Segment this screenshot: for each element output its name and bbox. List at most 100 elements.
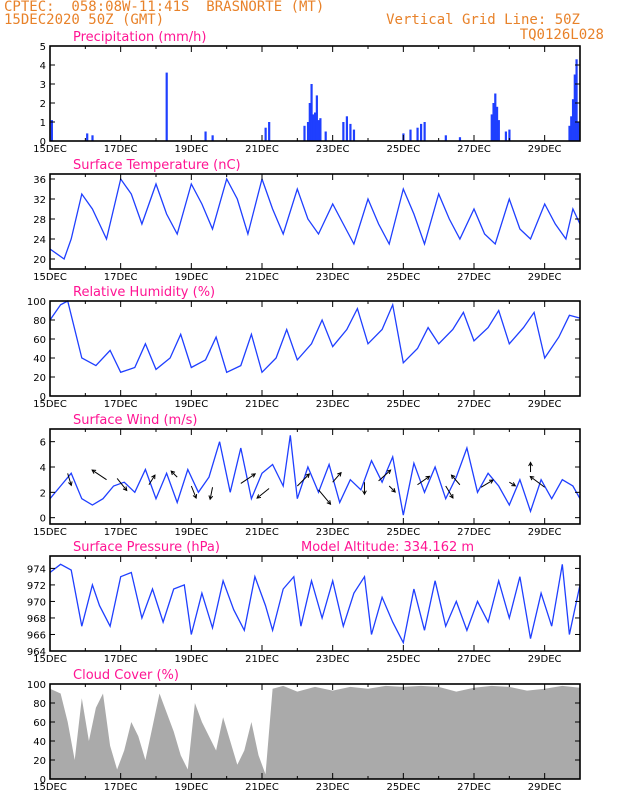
wind-arrowhead — [305, 473, 311, 478]
wind-y-tick-label: 0 — [40, 514, 46, 525]
wind-x-tick-label: 25DEC — [386, 527, 420, 538]
humidity-x-tick-label: 21DEC — [245, 399, 279, 410]
precipitation-bar — [165, 72, 168, 141]
precipitation-x-tick-label: 25DEC — [386, 144, 420, 155]
temperature-y-tick-label: 36 — [33, 175, 46, 186]
pressure-y-tick-label: 968 — [27, 614, 46, 625]
temperature-x-tick-label: 19DEC — [174, 272, 208, 283]
wind-arrowhead — [151, 474, 156, 480]
humidity-y-tick-label: 0 — [40, 392, 46, 403]
humidity-x-tick-label: 27DEC — [457, 399, 491, 410]
precipitation-bar — [314, 112, 317, 141]
header-station-line: CPTEC: 058:08W-11:41S BRASNORTE (MT) — [4, 0, 325, 15]
precipitation-x-tick-label: 21DEC — [245, 144, 279, 155]
precipitation-bar — [495, 106, 499, 141]
humidity-frame — [49, 300, 581, 397]
wind-arrowhead — [337, 471, 342, 477]
wind-y-tick-label: 2 — [40, 488, 46, 499]
precipitation-bar — [319, 118, 322, 141]
wind-arrowhead — [208, 495, 214, 501]
wind-arrowhead — [251, 473, 257, 478]
precipitation-y-tick-label: 3 — [40, 80, 46, 91]
humidity-y-tick-label: 100 — [27, 297, 46, 308]
precipitation-x-tick-label: 17DEC — [104, 144, 138, 155]
precipitation-bar — [416, 127, 419, 141]
temperature-x-tick-label: 27DEC — [457, 272, 491, 283]
wind-vector — [529, 476, 545, 488]
precipitation-bar — [349, 123, 352, 141]
precipitation-x-tick-label: 19DEC — [174, 144, 208, 155]
precipitation-bar — [312, 114, 315, 141]
precipitation-bar — [504, 131, 507, 141]
precipitation-bar — [494, 93, 497, 141]
precipitation-y-tick-label: 1 — [40, 118, 46, 129]
pressure-annotation: Model Altitude: 334.162 m — [301, 540, 474, 555]
cloud-cover-y-tick-label: 100 — [27, 680, 46, 691]
precipitation-bar — [573, 74, 576, 141]
wind-vector — [451, 474, 461, 486]
wind-arrowhead — [528, 461, 533, 467]
precipitation-bar — [508, 129, 511, 141]
wind-panel: 0 2 4 6 15DEC 17DEC 19DEC 21DEC 23DEC 25DEC 27DEC 2… — [33, 413, 581, 538]
wind-arrowhead — [386, 469, 392, 475]
cloud-cover-y-tick-label: 40 — [33, 737, 46, 748]
cloud-cover-x-tick-label: 15DEC — [33, 782, 67, 793]
temperature-x-tick-label: 15DEC — [33, 272, 67, 283]
wind-arrowhead — [425, 475, 431, 481]
humidity-panel: 0 20 40 60 80 100 15DEC 17DEC 19DEC 21DEC 23DEC 25D… — [27, 285, 581, 410]
precipitation-bar — [490, 114, 493, 141]
temperature-frame — [49, 173, 581, 270]
temperature-y-tick-label: 32 — [33, 195, 46, 206]
precipitation-y-tick-label: 2 — [40, 99, 46, 110]
temperature-panel: 20 24 28 32 36 15DEC 17DEC 19DEC 21DEC 23DEC 25DEC… — [33, 158, 581, 283]
humidity-x-tick-label: 19DEC — [174, 399, 208, 410]
temperature-x-tick-label: 23DEC — [316, 272, 350, 283]
precipitation-x-tick-label: 23DEC — [316, 144, 350, 155]
humidity-y-tick-label: 80 — [33, 316, 46, 327]
cloud-cover-area — [50, 685, 580, 779]
cloud-cover-title: Cloud Cover (%) — [73, 668, 179, 683]
precipitation-bar — [571, 99, 575, 141]
wind-y-tick-label: 6 — [40, 438, 46, 449]
temperature-y-tick-label: 24 — [33, 235, 46, 246]
wind-arrowhead — [511, 482, 517, 487]
pressure-frame — [49, 555, 581, 652]
cloud-cover-x-tick-label: 21DEC — [245, 782, 279, 793]
cloud-cover-y-tick-label: 0 — [40, 775, 46, 786]
wind-vector — [388, 485, 396, 493]
temperature-x-tick-label: 25DEC — [386, 272, 420, 283]
precipitation-bar — [303, 125, 306, 141]
temperature-x-tick-label: 21DEC — [245, 272, 279, 283]
cloud-cover-y-tick-label: 60 — [33, 718, 46, 729]
precipitation-bar — [420, 123, 423, 141]
precipitation-bar — [409, 129, 412, 141]
precipitation-bar — [423, 122, 426, 141]
humidity-x-tick-label: 25DEC — [386, 399, 420, 410]
pressure-y-tick-label: 966 — [27, 630, 46, 641]
wind-x-tick-label: 21DEC — [245, 527, 279, 538]
precipitation-bar — [264, 127, 267, 141]
wind-vector — [480, 479, 494, 488]
wind-vector — [67, 473, 72, 486]
wind-vector — [332, 472, 342, 483]
header-date-line: 15DEC2020 50Z (GMT) — [4, 12, 165, 28]
cloud-cover-x-tick-label: 17DEC — [104, 782, 138, 793]
humidity-x-tick-label: 23DEC — [316, 399, 350, 410]
precipitation-bar — [86, 133, 89, 141]
pressure-x-tick-label: 21DEC — [245, 654, 279, 665]
precipitation-bar — [568, 125, 571, 141]
cloud-cover-x-tick-label: 25DEC — [386, 782, 420, 793]
precipitation-bar — [50, 120, 53, 141]
wind-vector — [170, 470, 178, 478]
cloud-cover-x-tick-label: 19DEC — [174, 782, 208, 793]
pressure-line — [49, 563, 581, 645]
pressure-y-tick-label: 974 — [27, 564, 46, 575]
precipitation-panel: 0 1 2 3 4 5 15DEC 17DEC 19DEC 21DEC 23DEC 25DEC 27DE… — [33, 30, 581, 155]
precipitation-bar — [310, 84, 313, 141]
wind-arrowhead — [256, 494, 262, 499]
precipitation-bar — [315, 95, 318, 141]
precipitation-bar — [306, 122, 310, 141]
wind-vector — [91, 469, 107, 481]
wind-arrowhead — [91, 469, 97, 474]
